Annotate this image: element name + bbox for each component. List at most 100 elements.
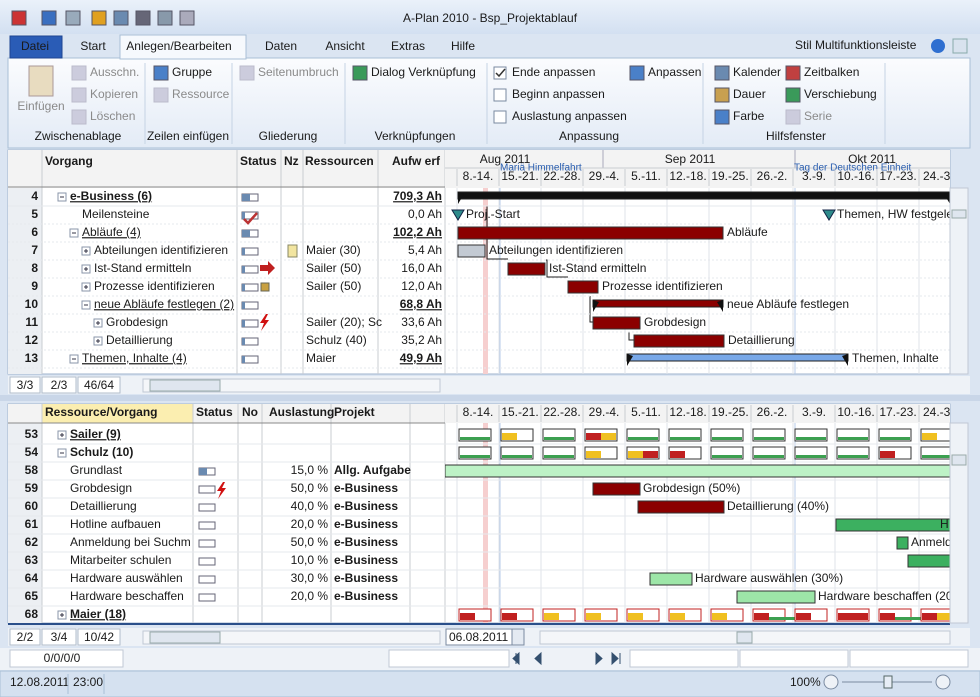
h-scroll-thumb[interactable] <box>149 631 221 644</box>
nav-box[interactable] <box>41 376 77 394</box>
task-name[interactable]: Abläufe (4) <box>82 225 141 239</box>
task-bar[interactable] <box>633 334 725 348</box>
checkbox[interactable] <box>493 110 507 124</box>
resource-name[interactable]: Hardware auswählen <box>70 571 183 585</box>
load-bar[interactable] <box>649 572 693 586</box>
load-bar[interactable] <box>907 554 950 568</box>
nav-box[interactable] <box>41 628 77 646</box>
task-name[interactable]: e-Business (6) <box>70 189 152 203</box>
ribbon-tab[interactable]: Datei <box>21 39 49 53</box>
resource-name[interactable]: Grobdesign <box>70 481 132 495</box>
button-icon[interactable] <box>71 87 87 103</box>
button-icon[interactable] <box>629 65 645 81</box>
ribbon-tab[interactable]: Ansicht <box>325 39 365 53</box>
button-icon[interactable] <box>239 65 255 81</box>
load-bar[interactable] <box>736 590 816 604</box>
load-bar[interactable] <box>592 482 641 496</box>
ribbon-button[interactable]: Serie <box>804 109 832 123</box>
ribbon-tab[interactable]: Start <box>80 39 106 53</box>
checkbox[interactable] <box>493 88 507 102</box>
ribbon-button[interactable]: Anpassen <box>648 65 701 79</box>
zoom-out[interactable] <box>823 674 839 690</box>
style-menu[interactable]: Stil Multifunktionsleiste <box>795 38 917 52</box>
resource-name[interactable]: Mitarbeiter schulen <box>70 553 171 567</box>
load-bar[interactable] <box>637 500 725 514</box>
load-bar[interactable] <box>445 464 950 478</box>
button-icon[interactable] <box>153 65 169 81</box>
paste-icon[interactable] <box>28 65 54 97</box>
ribbon-button[interactable]: Kopieren <box>90 87 138 101</box>
toolbar-icon[interactable] <box>113 10 129 26</box>
toolbar-icon[interactable] <box>65 10 81 26</box>
resource-name[interactable]: Detaillierung <box>70 499 137 513</box>
h-scroll-thumb[interactable] <box>736 631 753 644</box>
v-scroll-thumb[interactable] <box>951 209 967 219</box>
active-tab[interactable] <box>119 34 247 60</box>
button-icon[interactable] <box>714 65 730 81</box>
restore-icon[interactable] <box>952 38 968 54</box>
zoom-in[interactable] <box>935 674 951 690</box>
splitter[interactable] <box>0 395 980 401</box>
ribbon-button[interactable]: Dialog Verknüpfung <box>371 65 476 79</box>
task-name[interactable]: Abteilungen identifizieren <box>94 243 228 257</box>
nav-box[interactable] <box>9 376 41 394</box>
ribbon-button[interactable]: Beginn anpassen <box>512 87 605 101</box>
task-name[interactable]: neue Abläufe festlegen (2) <box>94 297 234 311</box>
v-scroll-thumb[interactable] <box>951 454 967 466</box>
column-header[interactable]: Vorgang <box>45 154 93 168</box>
file-tab[interactable] <box>9 35 63 59</box>
button-icon[interactable] <box>785 87 801 103</box>
button-icon[interactable] <box>785 109 801 125</box>
help-icon[interactable] <box>931 39 945 53</box>
ribbon-button[interactable]: Zeitbalken <box>804 65 859 79</box>
toolbar-icon[interactable] <box>135 10 151 26</box>
ribbon-button[interactable]: Dauer <box>733 87 766 101</box>
button-icon[interactable] <box>71 109 87 125</box>
column-header[interactable]: Ressource/Vorgang <box>45 405 157 419</box>
nav-arrow[interactable] <box>534 651 542 666</box>
nav-arrow[interactable] <box>611 651 621 666</box>
task-bar[interactable] <box>567 280 599 294</box>
button-icon[interactable] <box>153 87 169 103</box>
zoom-thumb[interactable] <box>883 675 893 689</box>
date-dropdown[interactable] <box>511 628 525 646</box>
ribbon-button[interactable]: Ende anpassen <box>512 65 595 79</box>
toolbar-icon[interactable] <box>179 10 195 26</box>
nav-box[interactable] <box>77 628 121 646</box>
task-bar[interactable] <box>592 316 641 330</box>
ribbon-button[interactable]: Löschen <box>90 109 135 123</box>
resource-name[interactable]: Hotline aufbauen <box>70 517 161 531</box>
task-bar[interactable] <box>457 244 486 258</box>
column-header[interactable]: No <box>242 405 258 419</box>
button-icon[interactable] <box>785 65 801 81</box>
nav-box[interactable] <box>9 628 41 646</box>
v-scrollbar[interactable] <box>949 187 969 375</box>
button-icon[interactable] <box>352 65 368 81</box>
ribbon-button[interactable]: Verschiebung <box>804 87 877 101</box>
resource-name[interactable]: Maier (18) <box>70 607 126 621</box>
task-bar[interactable] <box>507 262 546 276</box>
ribbon-tab[interactable]: Anlegen/Bearbeiten <box>126 39 231 53</box>
ribbon-button[interactable]: Seitenumbruch <box>258 65 339 79</box>
task-name[interactable]: Grobdesign <box>106 315 168 329</box>
ribbon-button[interactable]: Einfügen <box>17 99 64 113</box>
load-bar[interactable] <box>896 536 909 550</box>
nav-arrow[interactable] <box>595 651 603 666</box>
column-header[interactable]: Status <box>240 154 277 168</box>
checkbox[interactable] <box>493 66 507 80</box>
v-scrollbar[interactable] <box>949 422 969 624</box>
ribbon-button[interactable]: Ressource <box>172 87 230 101</box>
ribbon-button[interactable]: Farbe <box>733 109 765 123</box>
nav-arrow[interactable] <box>512 651 520 666</box>
column-header[interactable]: Aufw erf <box>392 154 441 168</box>
ribbon-tab[interactable]: Daten <box>265 39 297 53</box>
column-header[interactable]: Ressourcen <box>305 154 374 168</box>
task-name[interactable]: Meilensteine <box>82 207 150 221</box>
h-scroll-thumb[interactable] <box>149 379 221 392</box>
resource-name[interactable]: Schulz (10) <box>70 445 133 459</box>
ribbon-button[interactable]: Kalender <box>733 65 781 79</box>
column-header[interactable]: Status <box>196 405 233 419</box>
date-value[interactable]: 06.08.2011 <box>449 630 508 644</box>
nav-box[interactable] <box>77 376 121 394</box>
ribbon-tab[interactable]: Hilfe <box>451 39 475 53</box>
